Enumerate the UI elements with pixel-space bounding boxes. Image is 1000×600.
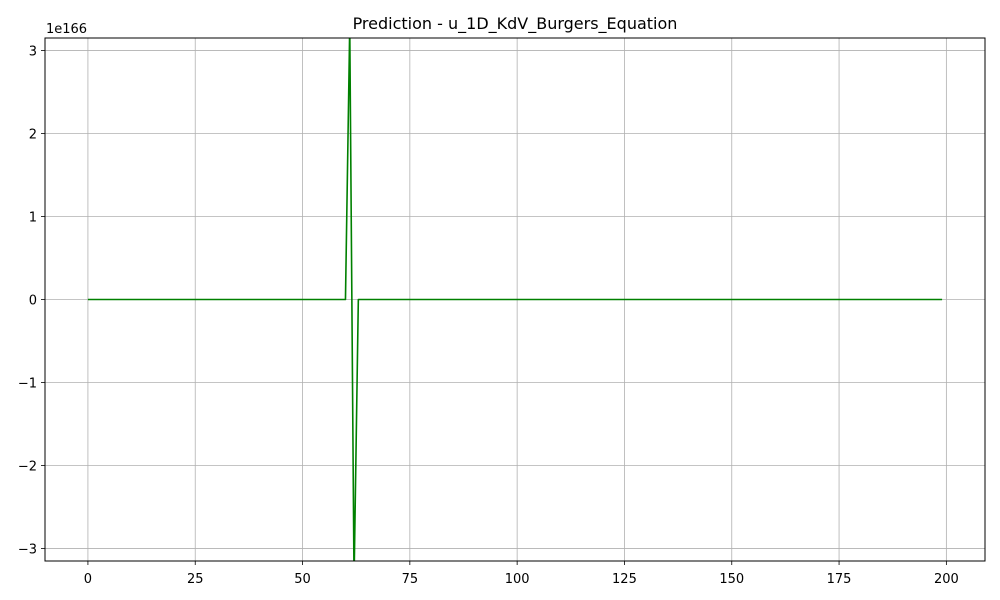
x-tick-label: 175 [827,572,852,587]
x-tick-label: 150 [719,572,744,587]
y-tick-label: −3 [18,543,37,558]
y-tick-label: 1 [29,210,37,225]
y-tick-label: −2 [18,460,37,475]
x-tick-label: 0 [84,572,92,587]
y-offset-label: 1e166 [46,22,87,37]
y-tick-label: 3 [29,44,37,59]
x-tick-label: 200 [934,572,959,587]
x-tick-label: 125 [612,572,637,587]
y-axis: −3 −2 −1 0 1 2 3 [18,44,45,558]
series-line [87,38,943,561]
series-layer [87,38,943,561]
x-tick-label: 25 [187,572,204,587]
x-axis: 0 25 50 75 100 125 150 175 200 [84,561,959,587]
x-tick-label: 100 [505,572,530,587]
y-tick-label: 2 [29,127,37,142]
x-tick-label: 75 [402,572,419,587]
x-tick-label: 50 [294,572,311,587]
y-tick-label: 0 [29,294,37,309]
chart-title: Prediction - u_1D_KdV_Burgers_Equation [353,14,678,34]
y-tick-label: −1 [18,377,37,392]
